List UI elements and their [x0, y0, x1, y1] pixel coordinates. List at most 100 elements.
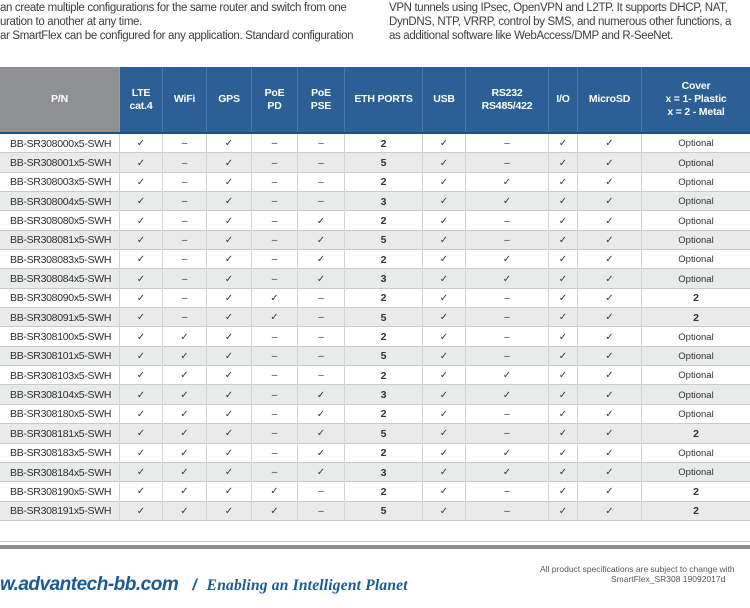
footer-disclaimer: All product specifications are subject t… [540, 564, 735, 574]
cell-poe_pse: – [298, 308, 345, 328]
intro-text-line: as additional software like WebAccess/DM… [389, 30, 673, 42]
intro-right-column: VPN tunnels using IPsec, OpenVPN and L2T… [389, 1, 731, 43]
table-row: BB-SR308183x5-SWH ✓ ✓ ✓ – ✓ 2 ✓ ✓ ✓ ✓ Optional [0, 443, 750, 463]
column-header-gps: GPS [207, 67, 252, 132]
cell-microsd: ✓ [578, 288, 642, 309]
cell-wifi: ✓ [163, 462, 207, 483]
column-header-cover: Cover x = 1- Plastic x = 2 - Metal [665, 80, 727, 118]
column-header-usb: USB [423, 67, 466, 132]
cell-poe_pd: ✓ [252, 482, 298, 502]
cell-gps: ✓ [207, 501, 252, 521]
cell-gps: ✓ [207, 230, 252, 251]
column-header-microsd: MicroSD [578, 67, 642, 132]
cell-poe_pd: – [252, 134, 298, 154]
cell-gps: ✓ [207, 482, 252, 502]
footer-separator: / [192, 577, 197, 594]
cell-microsd: ✓ [578, 134, 642, 154]
cell-microsd: ✓ [578, 346, 642, 367]
cell-usb: ✓ [423, 424, 466, 444]
cell-eth_ports: 2 [345, 327, 423, 347]
table-row: BB-SR308084x5-SWH ✓ – ✓ – ✓ 3 ✓ ✓ ✓ ✓ Optional [0, 269, 750, 289]
cell-cover: Optional [678, 370, 714, 382]
cell-eth_ports: 2 [345, 250, 423, 270]
cell-wifi: – [163, 211, 207, 231]
cell-poe_pd: – [252, 192, 298, 212]
cell-usb: ✓ [423, 404, 466, 425]
cell-io: ✓ [549, 308, 578, 328]
cell-eth_ports: 5 [345, 230, 423, 251]
column-header-poe_pd: PoE PD [252, 67, 298, 132]
cell-usb: ✓ [423, 462, 466, 483]
cell-microsd: ✓ [578, 230, 642, 251]
cell-eth_ports: 2 [345, 482, 423, 502]
cell-usb: ✓ [423, 443, 466, 463]
cell-io: ✓ [549, 211, 578, 231]
cell-rs232_rs485: – [466, 308, 549, 328]
cell-cover: Optional [678, 234, 714, 246]
cell-gps: ✓ [207, 385, 252, 405]
cell-gps: ✓ [207, 192, 252, 212]
cell-poe_pse: – [298, 327, 345, 347]
cell-eth_ports: 2 [345, 404, 423, 425]
cell-io: ✓ [549, 404, 578, 425]
cell-pn: BB-SR308103x5-SWH [0, 366, 120, 386]
cell-cover: 2 [693, 485, 699, 498]
cell-usb: ✓ [423, 211, 466, 231]
cell-lte_cat4: ✓ [120, 346, 163, 367]
table-row: BB-SR308090x5-SWH ✓ – ✓ ✓ –2 ✓ – ✓ ✓ 2 [0, 288, 750, 309]
cell-cover: 2 [693, 427, 699, 440]
cell-usb: ✓ [423, 230, 466, 251]
cell-lte_cat4: ✓ [120, 501, 163, 521]
cell-poe_pd: – [252, 443, 298, 463]
cell-gps: ✓ [207, 462, 252, 483]
cell-microsd: ✓ [578, 269, 642, 289]
cell-cover: Optional [678, 196, 714, 208]
cell-gps: ✓ [207, 327, 252, 347]
cell-wifi: ✓ [163, 482, 207, 502]
table-row: BB-SR308190x5-SWH ✓ ✓ ✓ ✓ –2 ✓ – ✓ ✓ 2 [0, 482, 750, 502]
cell-cover: Optional [678, 273, 714, 285]
cell-pn: BB-SR308091x5-SWH [0, 308, 120, 328]
cell-poe_pd: – [252, 327, 298, 347]
cell-cover: Optional [678, 138, 714, 150]
cell-poe_pse: ✓ [298, 462, 345, 483]
cell-usb: ✓ [423, 153, 466, 173]
cell-lte_cat4: ✓ [120, 462, 163, 483]
cell-rs232_rs485: ✓ [466, 443, 549, 463]
cell-io: ✓ [549, 443, 578, 463]
cell-cover: Optional [678, 408, 714, 420]
table-row: BB-SR308003x5-SWH ✓ – ✓ – –2 ✓ ✓ ✓ ✓ Optional [0, 172, 750, 193]
cell-io: ✓ [549, 288, 578, 309]
cell-io: ✓ [549, 327, 578, 347]
cell-pn: BB-SR308183x5-SWH [0, 443, 120, 463]
table-row: BB-SR308080x5-SWH ✓ – ✓ – ✓ 2 ✓ – ✓ ✓ Optional [0, 211, 750, 231]
cell-poe_pd: ✓ [252, 288, 298, 309]
cell-pn: BB-SR308090x5-SWH [0, 288, 120, 309]
cell-wifi: ✓ [163, 385, 207, 405]
cell-cover: Optional [678, 350, 714, 362]
cell-io: ✓ [549, 385, 578, 405]
cell-microsd: ✓ [578, 327, 642, 347]
cell-rs232_rs485: ✓ [466, 269, 549, 289]
table-body: BB-SR308000x5-SWH ✓ – ✓ – –2 ✓ – ✓ ✓ Optional BB-SR… [0, 134, 750, 521]
cell-microsd: ✓ [578, 443, 642, 463]
cell-pn: BB-SR308003x5-SWH [0, 172, 120, 193]
intro-text-line: uration to another at any time. [0, 16, 142, 28]
cell-eth_ports: 5 [345, 424, 423, 444]
cell-rs232_rs485: – [466, 134, 549, 154]
cell-poe_pd: – [252, 346, 298, 367]
cell-usb: ✓ [423, 250, 466, 270]
cell-eth_ports: 5 [345, 346, 423, 367]
cell-gps: ✓ [207, 443, 252, 463]
cell-pn: BB-SR308190x5-SWH [0, 482, 120, 502]
cell-gps: ✓ [207, 424, 252, 444]
table-row: BB-SR308184x5-SWH ✓ ✓ ✓ – ✓ 3 ✓ ✓ ✓ ✓ Optional [0, 462, 750, 483]
table-row: BB-SR308083x5-SWH ✓ – ✓ – ✓ 2 ✓ ✓ ✓ ✓ Optional [0, 250, 750, 270]
cell-wifi: ✓ [163, 424, 207, 444]
website-link[interactable]: w.advantech-bb.com [0, 574, 179, 595]
cell-poe_pd: – [252, 250, 298, 270]
cell-microsd: ✓ [578, 308, 642, 328]
cell-rs232_rs485: – [466, 211, 549, 231]
cell-rs232_rs485: ✓ [466, 172, 549, 193]
cell-gps: ✓ [207, 366, 252, 386]
